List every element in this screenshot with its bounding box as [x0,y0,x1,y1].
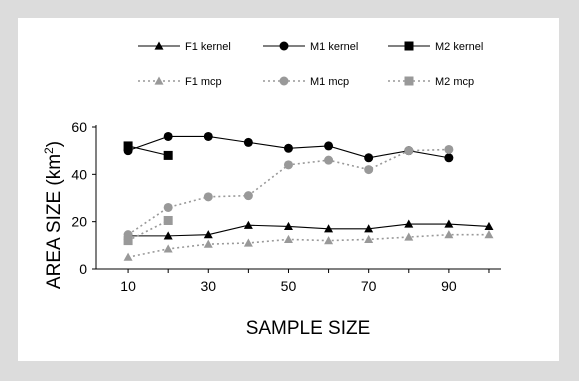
chart-panel: F1 kernel M1 kernel M2 kernel F1 mcp M1 mcp M… [18,18,559,361]
data-point-m2-mcp [163,215,173,225]
y-axis-title-close: ) [44,141,65,147]
series-line-m2-kernel [127,145,169,156]
legend-item-m1-kernel: M1 kernel [263,41,358,53]
y-tick-label: 40 [71,166,87,182]
axes: 0 20 40 60 10 30 50 70 90 [71,119,501,294]
legend-marker-m1-mcp [279,76,289,86]
data-point-m2-kernel [123,141,133,151]
data-point-m1-kernel [364,153,374,163]
data-point-f1-kernel [404,219,414,228]
data-point-m1-mcp [163,202,173,212]
data-point-m1-kernel [203,131,213,141]
data-point-f1-kernel [203,230,213,239]
legend-marker-m1-kernel [279,41,289,51]
data-point-f1-kernel [324,224,334,233]
x-tick-label: 90 [441,278,457,294]
legend-item-f1-mcp: F1 mcp [138,76,222,88]
legend: F1 kernel M1 kernel M2 kernel F1 mcp M1 mcp M… [138,41,483,88]
data-point-m2-kernel [163,150,173,160]
legend-label-f1-kernel: F1 kernel [185,41,231,53]
data-point-m1-mcp [404,146,414,156]
data-point-f1-kernel [243,220,253,229]
data-point-f1-mcp [404,232,414,241]
legend-label-m1-mcp: M1 mcp [310,76,349,88]
line-chart: F1 kernel M1 kernel M2 kernel F1 mcp M1 mcp M… [42,41,501,339]
data-point-f1-kernel [364,224,374,233]
series-m2-mcp [123,215,173,246]
x-tick-label: 10 [120,278,136,294]
data-point-m1-mcp [364,165,374,175]
data-point-m1-kernel [163,131,173,141]
data-point-f1-kernel [484,221,494,230]
legend-marker-f1-kernel [154,41,164,50]
data-point-m1-mcp [444,144,454,154]
y-axis-title: AREA SIZE (km2) [42,141,65,289]
x-tick-label: 50 [281,278,297,294]
data-point-m1-mcp [324,155,334,165]
data-point-m1-mcp [203,192,213,202]
y-axis-title-sup: 2 [42,147,56,154]
legend-label-m1-kernel: M1 kernel [310,41,358,53]
data-point-f1-mcp [123,252,133,261]
y-tick-label: 60 [71,119,87,135]
legend-label-m2-kernel: M2 kernel [435,41,483,53]
series-m1-mcp [123,144,454,240]
data-point-f1-kernel [283,221,293,230]
y-tick-label: 0 [79,261,87,277]
legend-marker-m2-kernel [404,41,414,51]
series-line-m2-mcp [127,219,169,242]
data-point-m1-kernel [283,143,293,153]
data-point-m1-mcp [283,160,293,170]
data-point-f1-mcp [484,230,494,239]
legend-marker-m2-mcp [404,76,414,86]
data-point-f1-kernel [444,219,454,228]
legend-item-m1-mcp: M1 mcp [263,76,349,88]
series-line-f1-kernel [128,223,490,237]
data-point-f1-mcp [364,234,374,244]
series-line-f1-mcp [127,233,489,258]
legend-item-m2-kernel: M2 kernel [388,41,483,53]
y-axis-title-main: AREA SIZE (km [44,154,65,289]
x-tick-label: 30 [200,278,216,294]
legend-marker-f1-mcp [154,76,164,85]
x-tick-label: 70 [361,278,377,294]
data-point-f1-mcp [163,244,173,253]
data-point-m1-kernel [324,141,334,151]
data-point-f1-mcp [203,239,213,248]
data-point-m1-kernel [243,137,253,147]
data-point-m1-mcp [243,191,253,201]
series-f1-mcp [123,230,494,261]
data-point-f1-mcp [444,230,454,239]
data-point-f1-mcp [243,238,253,247]
legend-item-f1-kernel: F1 kernel [138,41,231,53]
data-point-f1-mcp [283,234,293,244]
series-m2-kernel [123,141,173,160]
data-point-f1-kernel [163,231,173,240]
legend-label-m2-mcp: M2 mcp [435,76,474,88]
data-point-f1-mcp [324,236,334,245]
series-f1-kernel [123,219,494,240]
legend-label-f1-mcp: F1 mcp [185,76,222,88]
series-layer [123,131,494,261]
data-point-m1-kernel [444,153,454,163]
legend-item-m2-mcp: M2 mcp [388,76,474,88]
y-tick-label: 20 [71,214,87,230]
x-axis-title: SAMPLE SIZE [246,318,371,339]
series-m1-kernel [123,131,454,163]
data-point-m2-mcp [123,236,133,246]
